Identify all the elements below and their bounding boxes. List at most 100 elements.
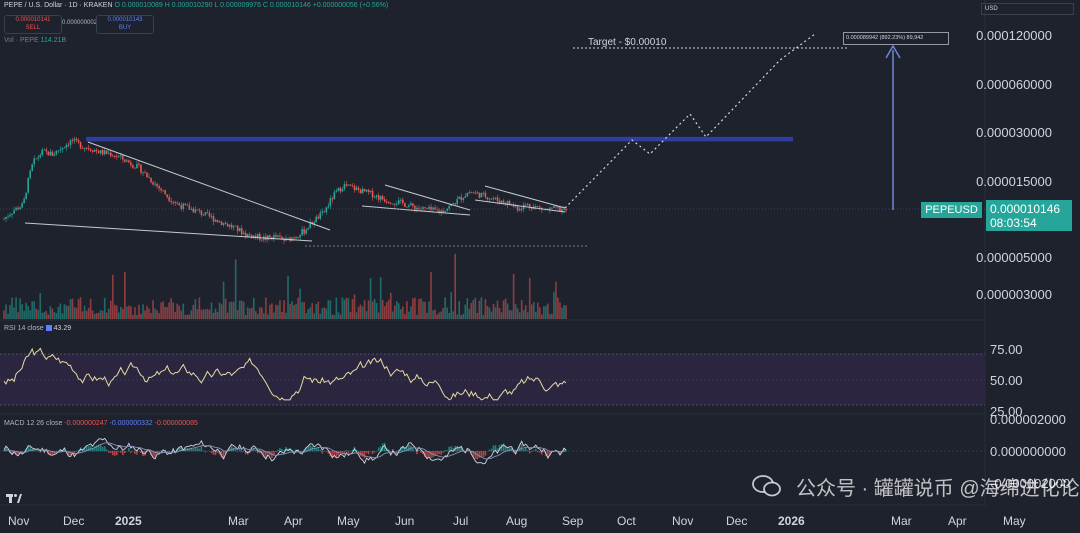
buy-button[interactable]: 0.000010143 BUY [96, 15, 154, 34]
macd-value: -0.000000085 [154, 420, 198, 427]
macd-hist-bar [77, 450, 80, 452]
volume-bar [416, 314, 418, 319]
macd-hist-bar [472, 451, 475, 457]
candle-body [454, 203, 457, 205]
macd-hist-bar [156, 451, 158, 453]
candle-body [152, 182, 154, 185]
macd-hist-bar [367, 451, 370, 455]
candle-body [331, 198, 334, 200]
macd-hist-bar [194, 448, 197, 452]
candle-body [305, 229, 307, 234]
x-tick: Dec [726, 514, 748, 528]
candle-body [524, 204, 527, 206]
candle-body [502, 200, 505, 203]
macd-hist-bar [174, 451, 177, 452]
candle-body [466, 193, 469, 197]
volume-bar [166, 307, 168, 319]
candle-body [69, 140, 72, 146]
volume-bar [170, 298, 172, 319]
macd-hist-bar [494, 445, 497, 452]
macd-hist-bar [146, 451, 148, 453]
candle-body [295, 237, 297, 239]
candle-body [111, 155, 114, 157]
macd-hist-bar [506, 447, 509, 452]
last-price: 0.000010146 [990, 202, 1061, 216]
symbol-title[interactable]: PEPE / U.S. Dollar · 1D · KRAKEN [4, 2, 113, 9]
volume-bar [289, 303, 291, 319]
macd-hist-bar [250, 449, 253, 452]
candle-body [393, 203, 396, 205]
volume-bar [331, 314, 334, 319]
y-tick: 0.000015000 [976, 174, 1052, 189]
candle-body [398, 200, 400, 204]
macd-hist-bar [220, 451, 223, 458]
macd-hist-bar [37, 450, 40, 452]
volume-bar [373, 299, 376, 319]
volume-bar [393, 305, 396, 319]
candle-body [315, 216, 318, 223]
candle-body [196, 209, 199, 211]
volume-bar [309, 307, 311, 319]
candle-body [234, 225, 237, 227]
macd-hist-bar [170, 451, 172, 453]
volume-bar [196, 309, 199, 319]
candle-body [277, 235, 279, 237]
macd-hist-bar [35, 450, 38, 452]
macd-hist-bar [416, 451, 418, 455]
volume-bar [494, 307, 497, 319]
candle-body [478, 192, 481, 198]
volume-bar [412, 298, 414, 319]
volume-bar [188, 314, 191, 319]
volume-bar [93, 313, 96, 319]
macd-hist-bar [122, 451, 124, 456]
candle-body [565, 208, 567, 211]
macd-hist-bar [339, 451, 342, 453]
candle-body [184, 203, 187, 205]
volume-bar [345, 297, 348, 319]
candle-body [534, 206, 537, 208]
candle-body [474, 192, 477, 194]
macd-hist-bar [254, 449, 257, 452]
macd-hist-bar [466, 448, 469, 452]
volume-bar [116, 305, 118, 319]
macd-hist-bar [33, 449, 36, 452]
volume-bar [31, 301, 34, 319]
macd-hist-bar [45, 450, 48, 452]
x-tick: Apr [948, 514, 967, 528]
volume-bar [120, 306, 122, 319]
volume-bar [381, 300, 384, 319]
sell-button[interactable]: 0.000010141 SELL [4, 15, 62, 34]
candle-body [321, 211, 324, 213]
candle-body [244, 232, 247, 237]
volume-bar [271, 303, 273, 319]
candle-body [488, 198, 491, 200]
volume-bar [476, 312, 479, 319]
candle-body [496, 197, 499, 201]
macd-hist-bar [428, 451, 430, 457]
volume-bar [63, 304, 66, 319]
candle-body [49, 151, 52, 156]
macd-hist-bar [83, 447, 86, 452]
candle-body [369, 190, 372, 193]
macd-hist-bar [85, 445, 88, 452]
volume-bar [75, 307, 78, 319]
volume-bar [27, 306, 29, 319]
macd-hist-value: -0.000000247 [64, 420, 108, 427]
candle-body [261, 239, 263, 241]
volume-bar [464, 304, 467, 319]
volume-bar [192, 304, 195, 319]
currency-select[interactable]: USD [981, 3, 1074, 15]
candle-body [79, 142, 82, 149]
candle-body [113, 155, 116, 157]
candle-body [166, 194, 168, 198]
volume-bar [277, 305, 279, 319]
volume-bar [418, 299, 420, 319]
volume-bar [502, 300, 505, 319]
macd-hist-bar [504, 446, 507, 452]
candle-body [61, 147, 64, 150]
macd-hist-bar [502, 443, 505, 452]
candle-body [259, 233, 261, 240]
volume-bar [35, 308, 38, 319]
candle-body [15, 207, 17, 211]
candle-body [335, 190, 338, 193]
